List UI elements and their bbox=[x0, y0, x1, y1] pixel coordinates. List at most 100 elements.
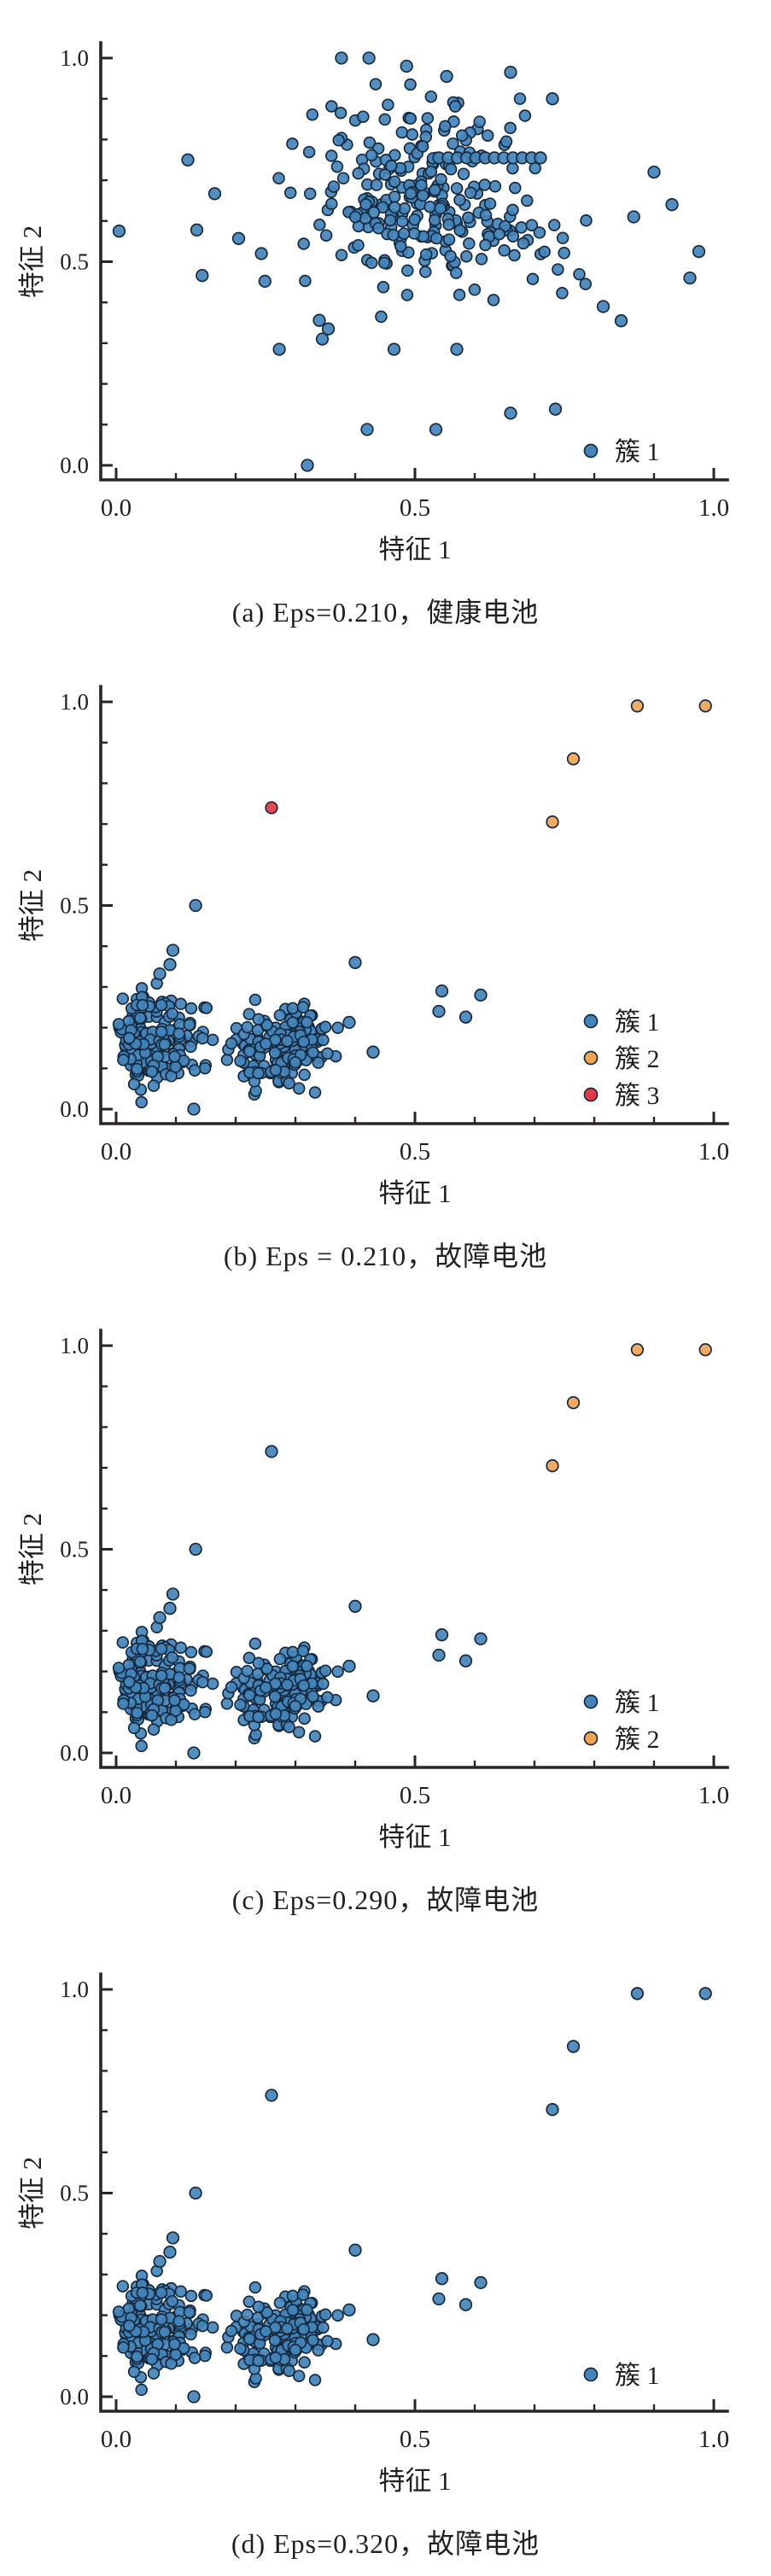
scatter-point bbox=[187, 1746, 201, 1760]
scatter-point bbox=[504, 121, 517, 135]
scatter-point bbox=[268, 1690, 282, 1703]
y-axis-label: 特征 2 bbox=[17, 1513, 47, 1586]
scatter-point bbox=[181, 153, 195, 166]
scatter-point bbox=[163, 1602, 177, 1615]
scatter-point bbox=[127, 1721, 141, 1735]
scatter-point bbox=[136, 999, 149, 1012]
y-tick-label: 0.0 bbox=[60, 453, 89, 478]
panel-a: 0.0 0.5 1.0 0.0 0.5 1.0 特征 2 特征 1 簇 1 (a) Eps=0.… bbox=[0, 0, 771, 644]
y-axis-label: 特征 2 bbox=[17, 869, 47, 942]
y-axis-ticks bbox=[101, 56, 113, 467]
scatter-point bbox=[614, 314, 628, 328]
scatter-point bbox=[573, 267, 586, 281]
scatter-point bbox=[566, 752, 581, 766]
scatter-point bbox=[432, 2292, 446, 2306]
scatter-point bbox=[479, 238, 492, 252]
scatter-point bbox=[318, 1020, 332, 1034]
scatter-point bbox=[506, 161, 519, 175]
scatter-point bbox=[127, 2365, 141, 2379]
scatter-point bbox=[155, 1642, 168, 1656]
scatter-point bbox=[404, 78, 417, 91]
scatter-point bbox=[408, 213, 421, 226]
scatter-point bbox=[172, 1027, 185, 1040]
scatter-point bbox=[442, 218, 455, 231]
scatter-point bbox=[196, 2319, 209, 2333]
scatter-point bbox=[172, 1671, 185, 1684]
legend-label: 簇 1 bbox=[615, 1008, 660, 1037]
scatter-point bbox=[283, 186, 297, 200]
scatter-point bbox=[260, 1037, 272, 1050]
scatter-point bbox=[332, 134, 345, 147]
cluster-3-points bbox=[265, 801, 278, 815]
scatter-point bbox=[286, 137, 299, 150]
scatter-point bbox=[292, 1726, 306, 1738]
scatter-point bbox=[388, 201, 401, 214]
scatter-point bbox=[241, 1664, 254, 1678]
scatter-point bbox=[450, 182, 464, 195]
scatter-point bbox=[196, 1675, 209, 1689]
y-axis-label: 特征 2 bbox=[17, 2157, 47, 2229]
scatter-point bbox=[363, 136, 377, 149]
scatter-point bbox=[325, 197, 338, 210]
scatter-point bbox=[395, 215, 409, 228]
scatter-point bbox=[112, 2305, 126, 2318]
scatter-point bbox=[566, 2040, 581, 2053]
scatter-point bbox=[242, 1008, 256, 1020]
scatter-point bbox=[435, 1628, 449, 1642]
axes-spines bbox=[99, 1329, 729, 1769]
scatter-point bbox=[135, 2383, 148, 2397]
scatter-point bbox=[155, 998, 168, 1012]
scatter-point bbox=[378, 113, 391, 126]
scatter-point bbox=[273, 1652, 287, 1666]
y-tick-label: 0.0 bbox=[60, 1740, 89, 1766]
scatter-point bbox=[462, 211, 475, 225]
scatter-point bbox=[439, 120, 452, 133]
scatter-point bbox=[321, 322, 336, 336]
scatter-point bbox=[298, 1068, 311, 1081]
scatter-point bbox=[145, 1065, 159, 1078]
scatter-point bbox=[325, 100, 338, 113]
scatter-point bbox=[301, 1659, 313, 1673]
scatter-point bbox=[307, 2334, 319, 2347]
scatter-point bbox=[498, 244, 511, 257]
scatter-point bbox=[281, 1034, 294, 1048]
legend-label: 簇 1 bbox=[615, 2362, 660, 2390]
scatter-point bbox=[206, 1677, 219, 1691]
scatter-point bbox=[546, 1459, 559, 1473]
legend-marker-cluster-1 bbox=[583, 1694, 599, 1709]
scatter-point bbox=[188, 1064, 202, 1077]
legend: 簇 1 bbox=[583, 438, 660, 466]
scatter-point bbox=[321, 1047, 334, 1060]
scatter-point bbox=[286, 1660, 300, 1673]
scatter-point bbox=[123, 2319, 136, 2333]
y-tick-label: 0.0 bbox=[60, 2384, 89, 2410]
scatter-point bbox=[166, 2294, 179, 2308]
scatter-point bbox=[116, 992, 130, 1005]
scatter-point bbox=[133, 1011, 147, 1025]
scatter-point bbox=[383, 213, 397, 227]
scatter-point bbox=[546, 2103, 559, 2117]
scatter-point bbox=[317, 1677, 330, 1691]
scatter-point bbox=[123, 1675, 136, 1689]
scatter-point bbox=[442, 233, 456, 246]
scatter-point bbox=[225, 2324, 238, 2338]
scatter-point bbox=[243, 1689, 256, 1702]
x-tick-label: 0.0 bbox=[101, 494, 131, 522]
scatter-point bbox=[366, 2333, 380, 2346]
scatter-point bbox=[269, 2351, 283, 2364]
scatter-point bbox=[435, 984, 449, 998]
scatter-plot-d: 0.0 0.5 1.0 0.0 0.5 1.0 特征 2 特征 1 簇 1 bbox=[17, 1972, 729, 2496]
scatter-point bbox=[283, 1077, 295, 1089]
scatter-point bbox=[166, 943, 180, 957]
scatter-point bbox=[131, 1706, 143, 1720]
scatter-point bbox=[453, 289, 466, 301]
scatter-point bbox=[444, 162, 458, 176]
scatter-point bbox=[423, 200, 436, 213]
scatter-point bbox=[384, 160, 398, 172]
scatter-point bbox=[155, 2286, 168, 2299]
scatter-point bbox=[234, 1698, 247, 1711]
scatter-point bbox=[166, 1007, 179, 1020]
scatter-point bbox=[372, 221, 385, 235]
scatter-point bbox=[464, 186, 477, 200]
